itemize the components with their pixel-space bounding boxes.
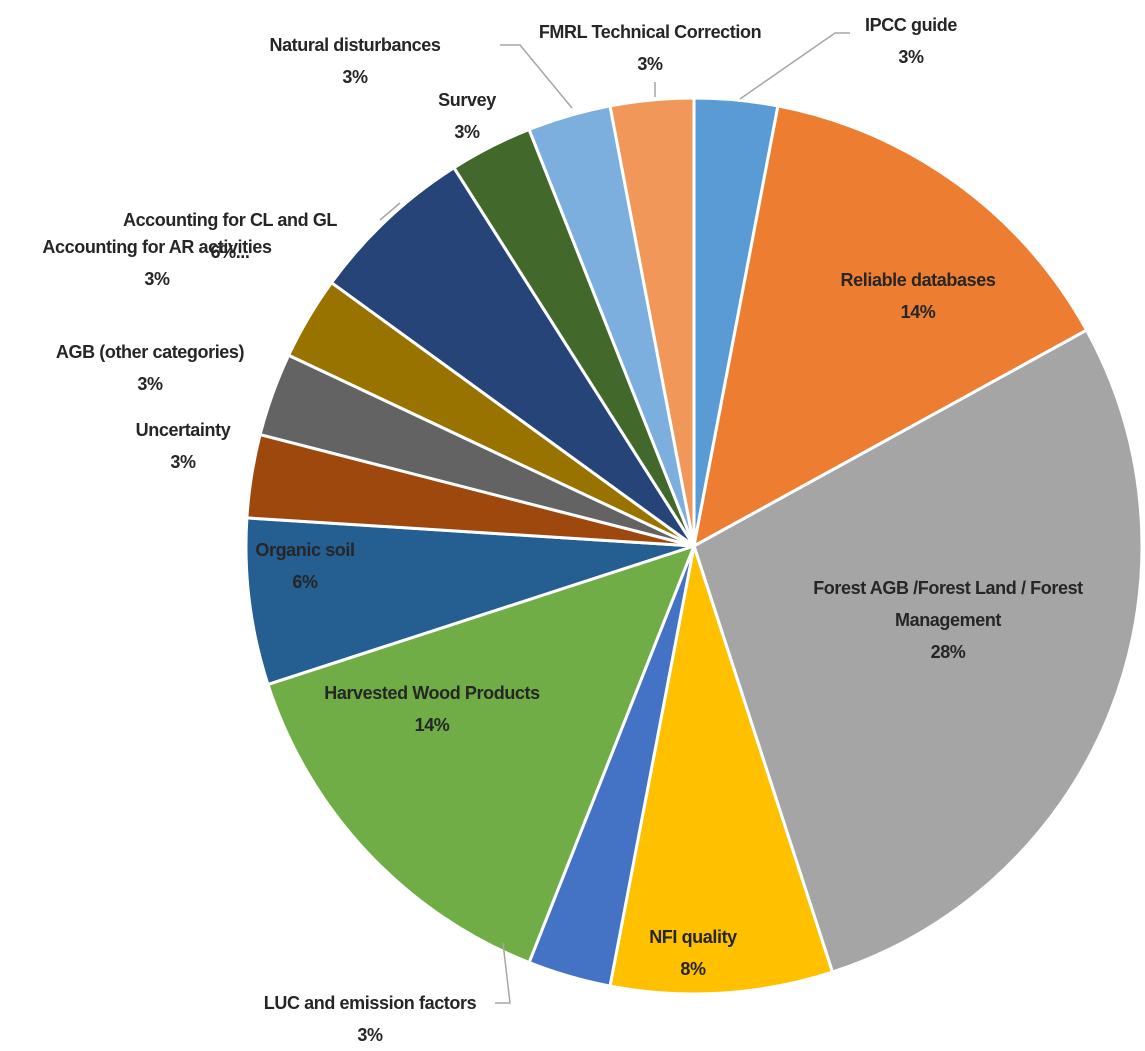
slice-name: Harvested Wood Products: [272, 677, 592, 709]
slice-name: Forest AGB /Forest Land / Forest Managem…: [758, 572, 1138, 636]
slice-name: Accounting for CL and GL: [100, 204, 360, 236]
slice-percent: 8%: [593, 953, 793, 985]
page: {"chart_data": {"type": "pie", "categori…: [0, 0, 1145, 1031]
slice-name: AGB (other categories): [10, 336, 290, 368]
slice-percent: 14%: [272, 709, 592, 741]
slice-name: NFI quality: [593, 921, 793, 953]
slice-percent: 28%: [758, 636, 1138, 668]
chart: [0, 0, 1145, 1031]
slice-percent: 6%...: [100, 236, 360, 268]
slice-percent: 3%: [387, 116, 547, 148]
slice-percent: 3%: [83, 446, 283, 478]
slice-name: IPCC guide: [811, 9, 1011, 41]
slice-name: Reliable databases: [798, 264, 1038, 296]
slice-percent: 14%: [798, 296, 1038, 328]
slice-percent: 3%: [210, 1019, 530, 1051]
slice-percent: 3%: [10, 368, 290, 400]
slice-name: FMRL Technical Correction: [500, 16, 800, 48]
slice-percent: 3%: [811, 41, 1011, 73]
data-label: AGB (other categories)3%: [10, 336, 290, 400]
data-label: Forest AGB /Forest Land / Forest Managem…: [758, 572, 1138, 668]
slice-name: Uncertainty: [83, 414, 283, 446]
slice-percent: 3%: [225, 61, 485, 93]
slice-name: LUC and emission factors: [210, 987, 530, 1019]
slice-percent: 6%: [205, 566, 405, 598]
slice-name: Natural disturbances: [225, 29, 485, 61]
slice-name: Organic soil: [205, 534, 405, 566]
slice-percent: 3%: [500, 48, 800, 80]
